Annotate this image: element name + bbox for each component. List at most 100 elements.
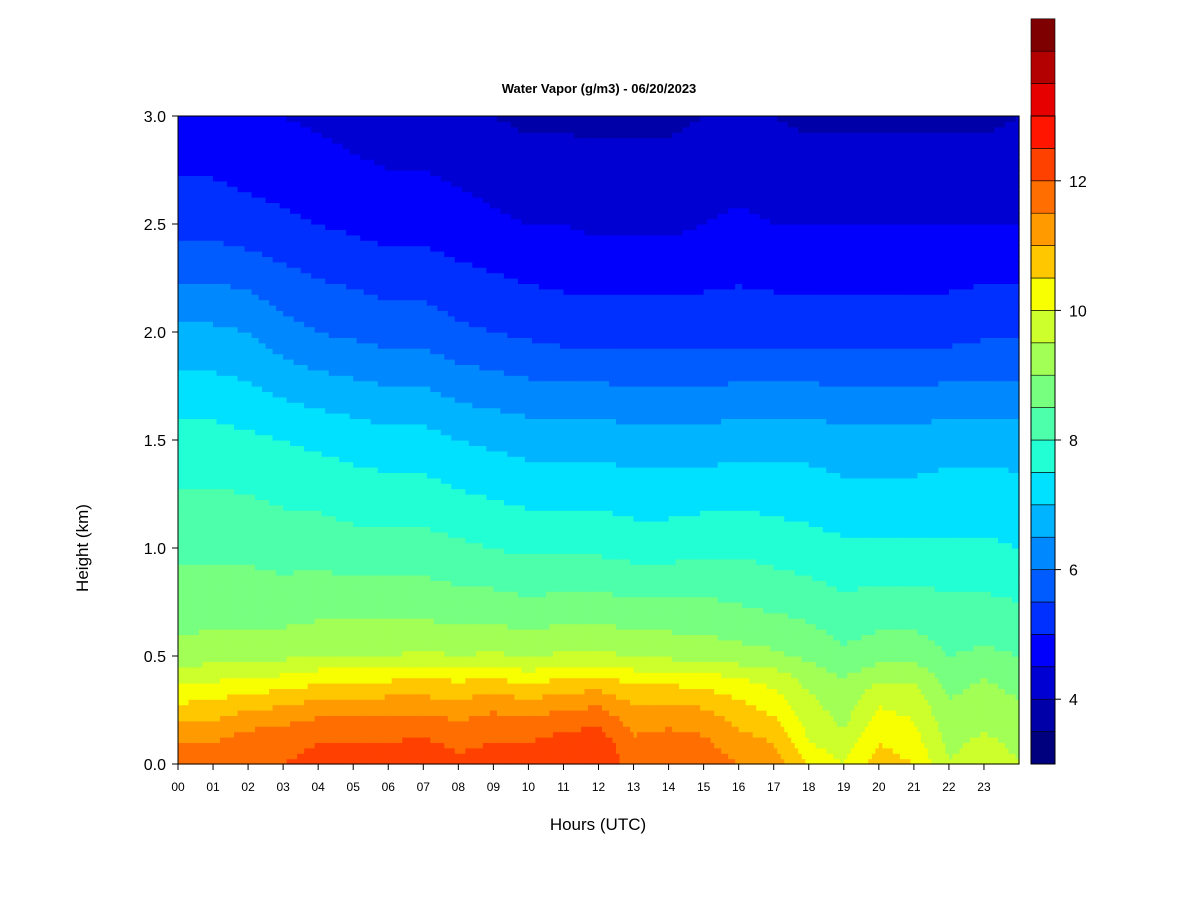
heatmap-cell	[244, 186, 249, 193]
heatmap-cell	[311, 515, 316, 522]
heatmap-cell	[192, 699, 197, 706]
heatmap-cell	[255, 234, 260, 241]
heatmap-cell	[234, 245, 239, 252]
heatmap-cell	[234, 650, 239, 657]
heatmap-cell	[258, 434, 263, 441]
heatmap-cell	[241, 272, 246, 279]
heatmap-cell	[209, 564, 214, 571]
heatmap-cell	[202, 429, 207, 436]
heatmap-cell	[230, 650, 235, 657]
heatmap-cell	[234, 693, 239, 700]
heatmap-cell	[185, 467, 190, 473]
heatmap-cell	[209, 618, 214, 625]
heatmap-cell	[237, 191, 242, 198]
heatmap-cell	[227, 391, 232, 398]
heatmap-cell	[258, 488, 263, 495]
heatmap-cell	[227, 261, 232, 268]
heatmap-cell	[181, 240, 186, 247]
heatmap-cell	[202, 175, 207, 182]
heatmap-cell	[304, 299, 309, 306]
heatmap-cell	[206, 456, 211, 463]
heatmap-cell	[262, 321, 267, 328]
heatmap-cell	[258, 553, 263, 560]
heatmap-cell	[318, 310, 323, 317]
heatmap-cell	[269, 645, 274, 652]
heatmap-cell	[209, 731, 214, 738]
heatmap-cell	[181, 218, 186, 225]
heatmap-cell	[220, 753, 225, 760]
heatmap-cell	[178, 278, 183, 284]
heatmap-cell	[265, 396, 270, 403]
heatmap-cell	[192, 407, 197, 414]
heatmap-cell	[304, 699, 309, 706]
heatmap-cell	[223, 677, 228, 684]
heatmap-cell	[318, 386, 323, 392]
heatmap-cell	[241, 359, 246, 365]
heatmap-cell	[206, 558, 211, 565]
heatmap-cell	[314, 618, 319, 625]
heatmap-cell	[241, 375, 246, 382]
heatmap-cell	[202, 283, 207, 290]
heatmap-cell	[192, 429, 197, 436]
heatmap-cell	[251, 294, 256, 301]
heatmap-cell	[248, 353, 253, 360]
heatmap-cell	[269, 213, 274, 220]
heatmap-cell	[192, 234, 197, 241]
heatmap-cell	[216, 256, 221, 263]
heatmap-cell	[283, 132, 288, 139]
heatmap-cell	[220, 294, 225, 301]
heatmap-cell	[202, 413, 207, 419]
heatmap-cell	[300, 423, 305, 430]
heatmap-cell	[220, 477, 225, 484]
heatmap-cell	[300, 450, 305, 457]
heatmap-cell	[188, 531, 193, 538]
heatmap-cell	[286, 267, 291, 274]
heatmap-cell	[195, 353, 200, 360]
heatmap-cell	[188, 413, 193, 419]
heatmap-cell	[304, 477, 309, 484]
heatmap-cell	[223, 526, 228, 533]
heatmap-cell	[188, 693, 193, 700]
heatmap-cell	[255, 386, 260, 392]
heatmap-cell	[206, 758, 211, 765]
heatmap-cell	[311, 245, 316, 252]
heatmap-cell	[251, 126, 256, 133]
heatmap-cell	[185, 332, 190, 338]
heatmap-cell	[223, 645, 228, 652]
heatmap-cell	[223, 143, 228, 149]
heatmap-cell	[300, 294, 305, 301]
heatmap-cell	[265, 391, 270, 398]
heatmap-cell	[216, 310, 221, 317]
heatmap-cell	[297, 467, 302, 473]
heatmap-cell	[220, 531, 225, 538]
heatmap-cell	[293, 672, 298, 679]
heatmap-cell	[223, 391, 228, 398]
heatmap-cell	[178, 402, 183, 409]
heatmap-cell	[192, 143, 197, 149]
heatmap-cell	[314, 418, 319, 425]
heatmap-cell	[276, 758, 281, 765]
heatmap-cell	[248, 677, 253, 684]
heatmap-cell	[223, 278, 228, 284]
heatmap-cell	[230, 585, 235, 592]
heatmap-cell	[195, 126, 200, 133]
heatmap-cell	[314, 245, 319, 252]
heatmap-cell	[293, 612, 298, 619]
heatmap-cell	[227, 688, 232, 695]
heatmap-cell	[265, 272, 270, 279]
heatmap-cell	[248, 186, 253, 193]
heatmap-cell	[290, 186, 295, 193]
heatmap-cell	[206, 477, 211, 484]
heatmap-cell	[188, 380, 193, 387]
heatmap-cell	[188, 332, 193, 338]
heatmap-cell	[262, 483, 267, 490]
heatmap-cell	[206, 186, 211, 193]
heatmap-cell	[314, 434, 319, 441]
heatmap-cell	[276, 450, 281, 457]
heatmap-cell	[202, 639, 207, 646]
heatmap-cell	[216, 261, 221, 268]
heatmap-cell	[237, 137, 242, 144]
heatmap-cell	[269, 272, 274, 279]
heatmap-cell	[188, 224, 193, 230]
heatmap-cell	[202, 494, 207, 500]
